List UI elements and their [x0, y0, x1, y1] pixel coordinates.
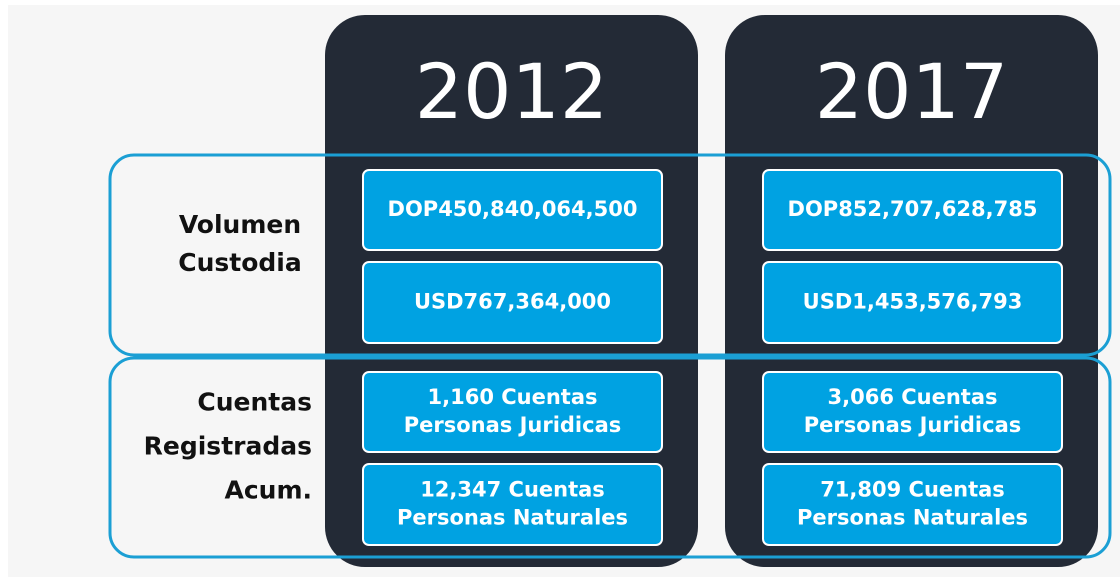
cell-text: USD1,453,576,793 — [803, 290, 1023, 314]
cell-text: USD767,364,000 — [414, 290, 611, 314]
value-cell — [362, 169, 663, 251]
year-heading: 2017 — [815, 47, 1008, 136]
value-cell — [762, 371, 1063, 453]
cell-text: Personas Naturales — [797, 506, 1028, 530]
cell-text: Personas Juridicas — [404, 413, 622, 437]
row-label: Volumen — [179, 210, 301, 239]
row-label: Custodia — [178, 248, 302, 277]
cell-text: Personas Juridicas — [804, 413, 1022, 437]
cell-text: Personas Naturales — [397, 506, 628, 530]
cell-text: DOP450,840,064,500 — [388, 197, 638, 221]
row-label: Registradas — [144, 432, 312, 461]
value-cell — [362, 261, 663, 344]
row-outline — [108, 356, 1112, 559]
year-heading: 2012 — [415, 47, 608, 136]
row-label: Acum. — [224, 476, 312, 505]
value-cell — [362, 463, 663, 546]
cell-text: 1,160 Cuentas — [428, 385, 598, 409]
value-cell — [762, 463, 1063, 546]
row-outline — [108, 153, 1112, 357]
value-cell — [762, 169, 1063, 251]
cell-text: 71,809 Cuentas — [820, 478, 1005, 502]
cell-text: 3,066 Cuentas — [828, 385, 998, 409]
row-label: Cuentas — [197, 388, 312, 417]
value-cell — [762, 261, 1063, 344]
value-cell — [362, 371, 663, 453]
cell-text: DOP852,707,628,785 — [788, 197, 1038, 221]
cell-text: 12,347 Cuentas — [420, 478, 605, 502]
